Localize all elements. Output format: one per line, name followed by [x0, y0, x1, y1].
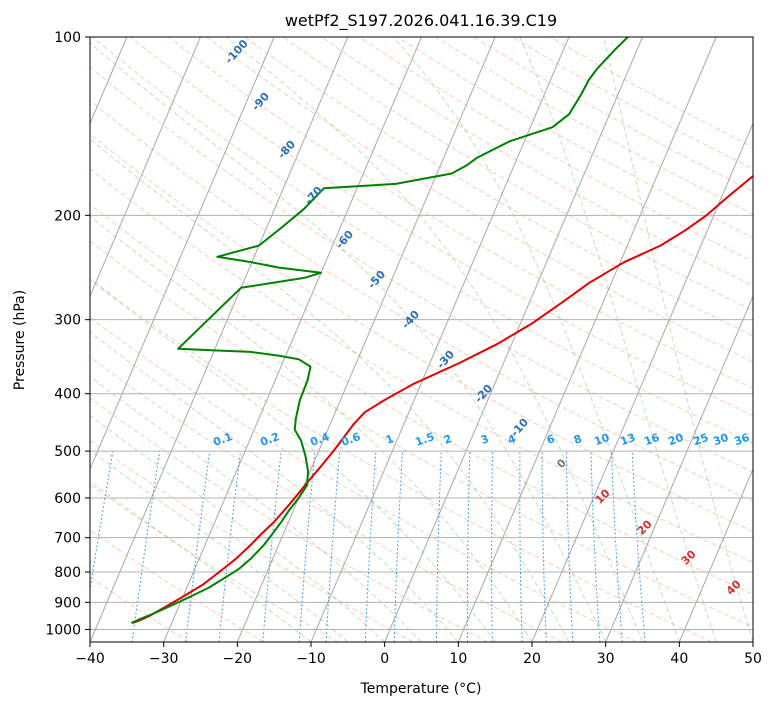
- x-tick-label: −10: [296, 651, 326, 667]
- moist-adiabat-line: [90, 449, 349, 642]
- y-axis-title: Pressure (hPa): [12, 290, 28, 390]
- mixing-ratio-line: [131, 451, 161, 642]
- mixing-ratio-line: [631, 451, 646, 642]
- mixing-ratio-line: [218, 451, 241, 642]
- profile-series: [130, 37, 753, 624]
- x-axis-ticks: −40 −30 −20 −10 0 10 20 30 40 50: [75, 642, 762, 667]
- y-tick-label: 500: [54, 444, 81, 460]
- mixing-ratio-label: 30: [711, 431, 730, 449]
- mixing-ratio-label: 0.6: [339, 430, 362, 449]
- isotherm-line: [678, 467, 753, 642]
- dry-adiabat-line: [90, 66, 753, 473]
- y-tick-label: 300: [54, 313, 81, 329]
- mixing-ratio-line: [185, 451, 211, 642]
- isotherm-line: [310, 37, 570, 642]
- dry-adiabat-line: [244, 37, 753, 337]
- plot-frame: [89, 36, 754, 643]
- isotherm-line: [605, 295, 753, 642]
- mixing-ratio-label: 36: [732, 431, 751, 449]
- dry-adiabat-line: [90, 356, 563, 642]
- temperature-profile-line: [132, 175, 753, 624]
- mixing-ratio-label: 6: [545, 432, 557, 447]
- x-axis-title: Temperature (°C): [360, 681, 482, 697]
- isotherm-line: [236, 37, 496, 642]
- mixing-ratio-label: 0.4: [308, 430, 331, 449]
- mixing-ratio-line: [262, 451, 282, 642]
- dry-adiabat-line: [282, 37, 753, 312]
- mixing-ratio-label: 16: [642, 431, 661, 449]
- isotherm-line: [384, 37, 643, 642]
- mixing-ratio-label: 13: [618, 431, 637, 448]
- x-tick-label: 20: [523, 651, 541, 667]
- mixing-ratio-label: 2: [442, 432, 454, 447]
- moist-adiabat-line: [90, 331, 459, 642]
- moist-adiabat-line: [90, 278, 496, 642]
- x-tick-label: −30: [149, 651, 179, 667]
- y-tick-label: 200: [54, 208, 81, 224]
- background-lines: [90, 37, 753, 642]
- dry-adiabat-line: [90, 168, 753, 563]
- chart-title: wetPf2_S197.2026.041.16.39.C19: [285, 11, 557, 31]
- moist-adiabat-line: [226, 37, 643, 642]
- dewpoint-profile-line: [130, 37, 629, 624]
- y-tick-label: 1000: [45, 622, 81, 638]
- dry-adiabat-line: [90, 483, 339, 642]
- dry-adiabat-line: [90, 133, 753, 533]
- mixing-ratio-label: 25: [691, 431, 710, 448]
- dry-adiabat-line: [90, 240, 753, 628]
- dry-adiabat-line: [90, 99, 753, 502]
- y-tick-label: 800: [54, 565, 81, 581]
- dry-adiabat-line: [90, 529, 264, 642]
- moist-adiabat-line: [519, 37, 717, 642]
- y-axis-ticks: 1000 900 800 700 600 500 400 300 200 100: [45, 30, 90, 638]
- y-tick-label: 700: [54, 531, 81, 547]
- mixing-ratio-label: 3: [479, 432, 491, 447]
- mixing-ratio-label: 8: [572, 432, 584, 447]
- dry-adiabat-line: [90, 316, 638, 642]
- isotherm-line: [90, 37, 275, 471]
- x-tick-label: −40: [75, 651, 105, 667]
- dry-adiabat-line: [90, 397, 488, 642]
- dry-adiabat-line: [90, 440, 414, 642]
- moist-adiabat-line: [90, 376, 422, 642]
- mixing-ratio-line: [298, 451, 316, 642]
- moist-adiabat-line: [392, 37, 680, 642]
- x-tick-label: 10: [449, 651, 467, 667]
- y-tick-label: 100: [54, 30, 81, 46]
- mixing-ratio-label: 0.2: [258, 430, 281, 449]
- dry-adiabat-line: [168, 37, 753, 389]
- mixing-ratio-line: [90, 451, 114, 593]
- isotherm-line: [457, 37, 717, 642]
- moist-adiabat-line: [90, 138, 570, 642]
- mixing-ratio-label: 4: [506, 432, 518, 447]
- mixing-ratio-label: 1: [384, 432, 396, 447]
- dry-adiabat-line: [90, 203, 753, 595]
- mixing-ratio-label: 10: [592, 431, 611, 449]
- y-tick-label: 600: [54, 491, 81, 507]
- moist-adiabat-line: [90, 215, 533, 642]
- mixing-ratio-label: 0.1: [211, 430, 234, 449]
- moist-adiabat-line: [603, 37, 753, 642]
- mixing-ratio-label: 20: [666, 431, 685, 449]
- mixing-ratio-label: 1.5: [413, 430, 436, 449]
- x-tick-label: 30: [597, 651, 615, 667]
- x-tick-label: 0: [380, 651, 389, 667]
- moist-adiabat-line: [90, 415, 386, 642]
- isotherm-line: [90, 37, 201, 298]
- y-tick-label: 400: [54, 387, 81, 403]
- isotherm-line: [90, 37, 349, 642]
- isotherm-line: [163, 37, 422, 642]
- dry-adiabat-line: [90, 278, 712, 642]
- isotherm-line: [531, 122, 753, 642]
- y-tick-label: 900: [54, 595, 81, 611]
- x-tick-label: −20: [223, 651, 253, 667]
- x-tick-label: 50: [744, 651, 762, 667]
- pressure-gridlines: [90, 37, 753, 630]
- x-tick-label: 40: [670, 651, 688, 667]
